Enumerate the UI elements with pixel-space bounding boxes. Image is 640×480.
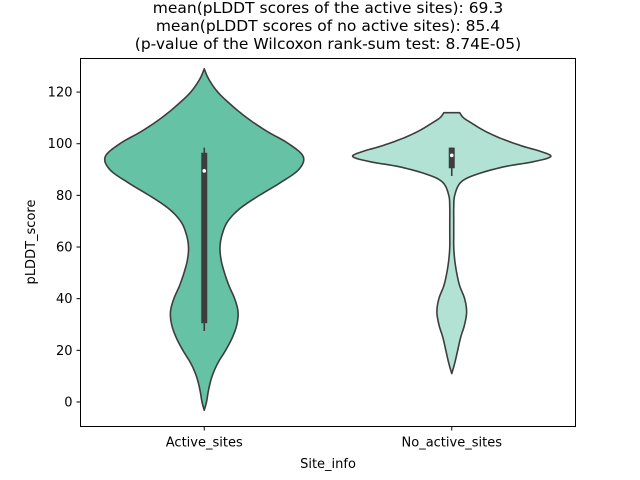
boxes-layer xyxy=(201,147,455,331)
chart-title: mean(pLDDT scores of the active sites): … xyxy=(135,0,521,53)
violin-no-active-sites xyxy=(351,111,552,375)
x-tick-label: No_active_sites xyxy=(402,436,503,451)
plot-frame xyxy=(80,58,576,427)
y-tick-label: 120 xyxy=(48,86,73,101)
x-axis-label: Site_info xyxy=(300,457,356,472)
title-line-2: mean(pLDDT scores of no active sites): 8… xyxy=(156,17,500,35)
violins-layer xyxy=(103,68,552,412)
y-axis: 0 20 40 60 80 100 120 xyxy=(48,86,81,410)
title-line-1: mean(pLDDT scores of the active sites): … xyxy=(153,0,503,17)
y-tick-label: 20 xyxy=(56,344,73,359)
iqr-box xyxy=(448,147,455,169)
median-marker xyxy=(449,153,454,158)
y-tick-label: 100 xyxy=(48,137,73,152)
title-line-3: (p-value of the Wilcoxon rank-sum test: … xyxy=(135,35,521,53)
y-tick-label: 60 xyxy=(56,241,73,256)
x-axis: Active_sites No_active_sites xyxy=(166,426,503,451)
iqr-box xyxy=(201,152,208,324)
y-tick-label: 80 xyxy=(56,189,73,204)
y-axis-label: pLDDT_score xyxy=(24,200,39,285)
median-marker xyxy=(202,169,207,173)
y-tick-label: 0 xyxy=(64,395,72,410)
x-tick-label: Active_sites xyxy=(166,436,243,451)
y-tick-label: 40 xyxy=(56,292,73,307)
